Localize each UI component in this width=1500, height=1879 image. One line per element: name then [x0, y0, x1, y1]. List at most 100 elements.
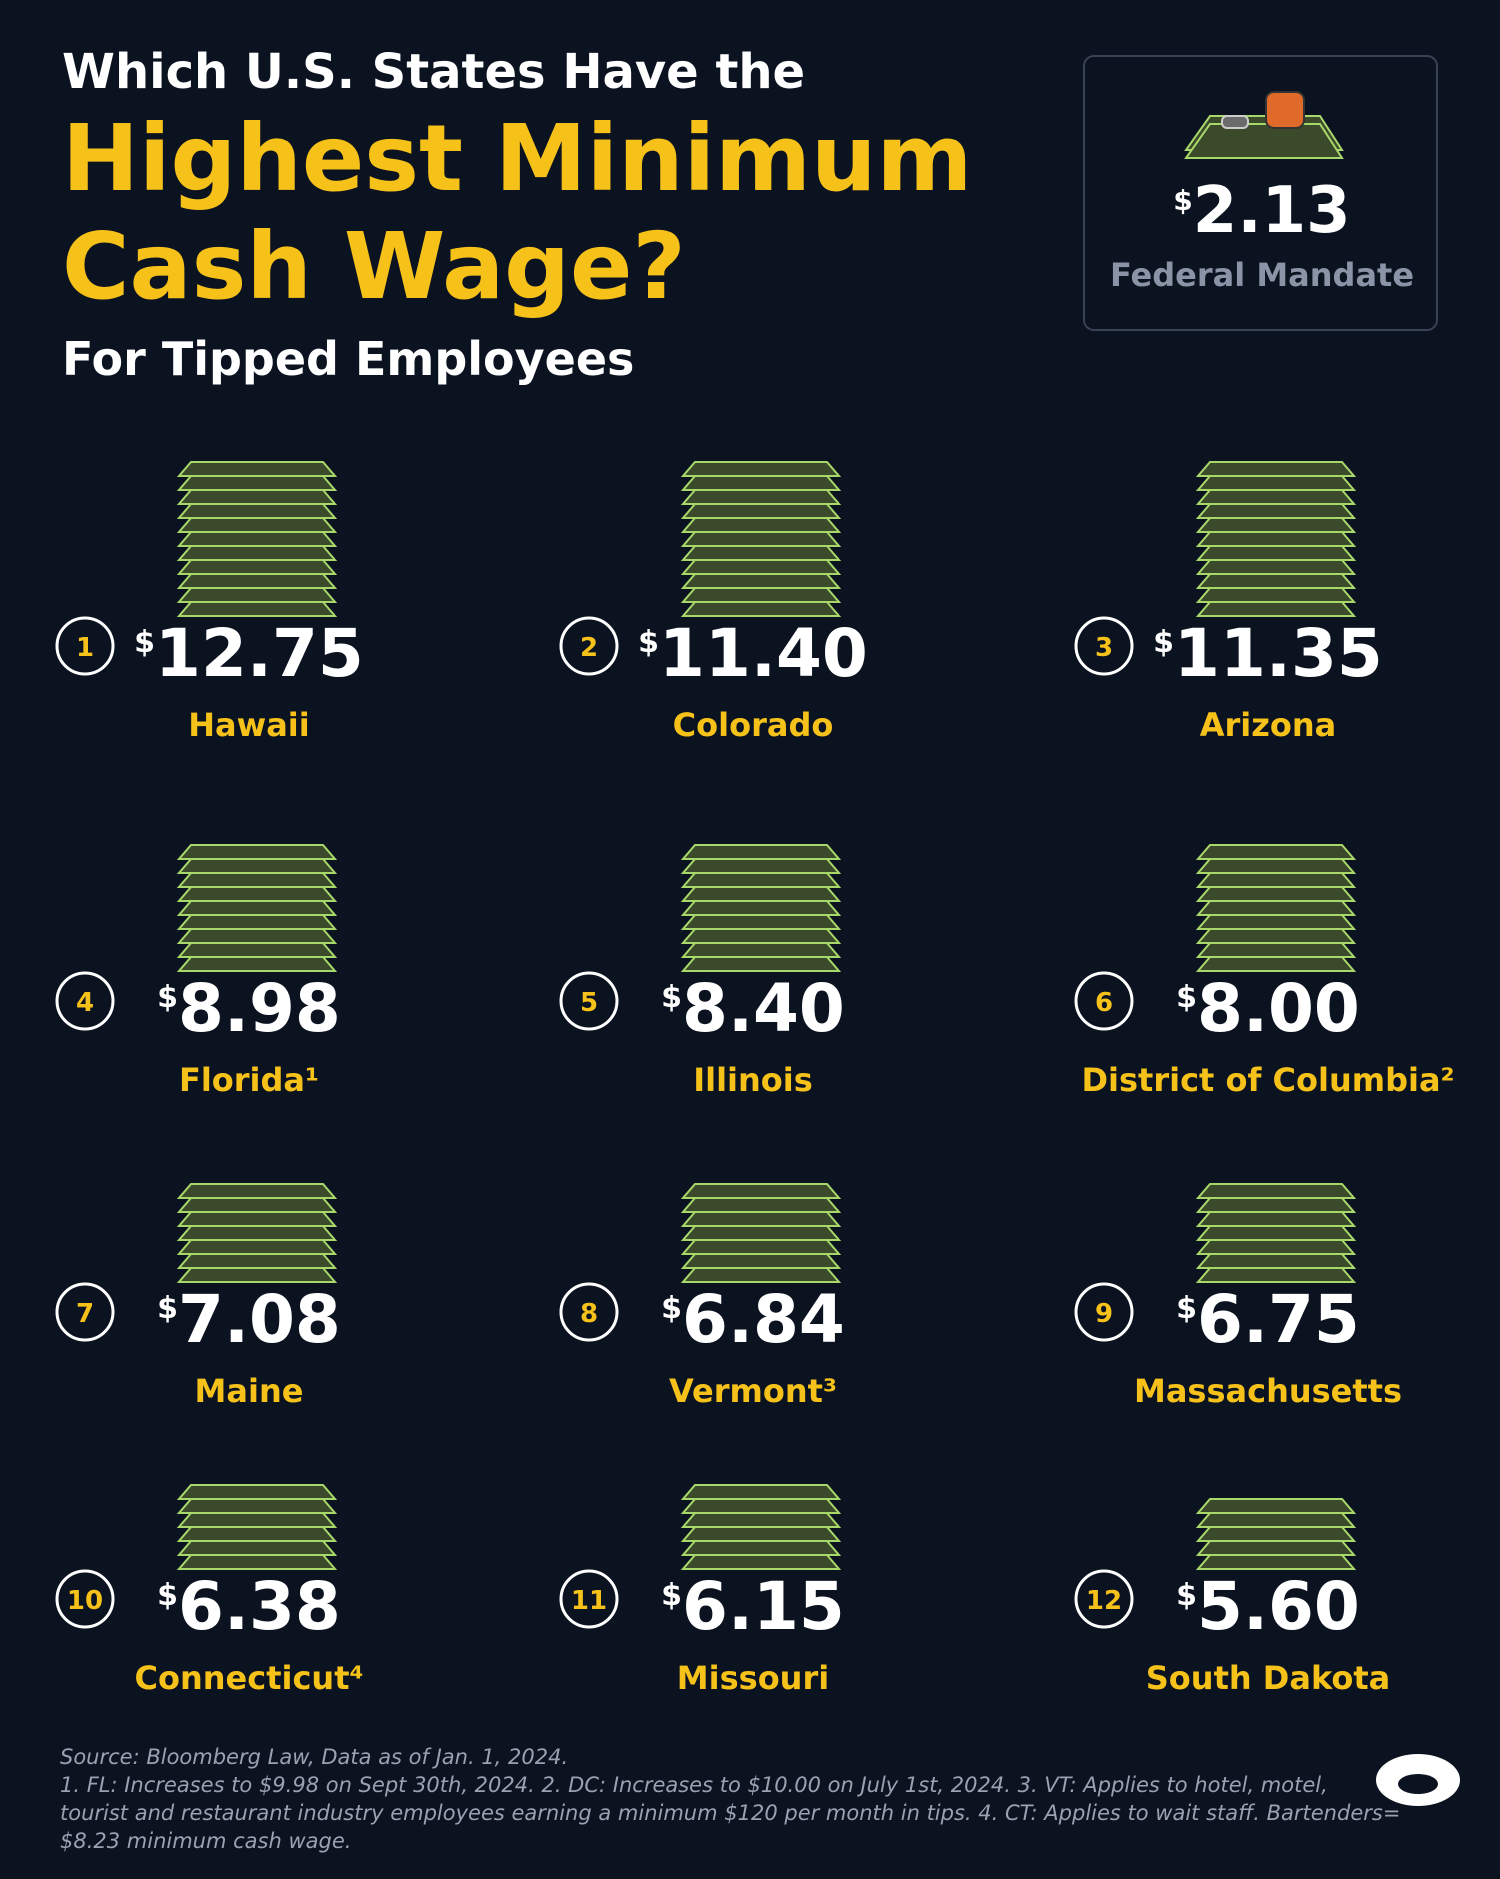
bill	[1195, 517, 1357, 533]
rank-circle	[559, 971, 619, 1031]
bill	[176, 1512, 338, 1528]
rank: 6	[1095, 988, 1113, 1018]
currency: $	[1176, 980, 1197, 1015]
state-card: 6 $8.00 District of Columbia²	[1074, 844, 1455, 1099]
rank-circle	[55, 1569, 115, 1629]
rank: 8	[580, 1299, 598, 1329]
wage: $8.40	[661, 970, 845, 1047]
federal-amount: $2.13	[1173, 174, 1350, 248]
title-highlight: Cash Wage?	[62, 213, 686, 320]
currency: $	[661, 980, 682, 1015]
rank: 9	[1095, 1299, 1113, 1329]
bill	[176, 503, 338, 519]
state-name: Missouri	[677, 1659, 829, 1697]
note-line: 1. FL: Increases to $9.98 on Sept 30th, …	[60, 1773, 1328, 1797]
bill	[176, 489, 338, 505]
state-name: South Dakota	[1146, 1659, 1390, 1697]
bill	[1195, 1554, 1357, 1570]
bill	[680, 1211, 842, 1227]
state-name: Massachusetts	[1134, 1372, 1402, 1410]
money-stack	[680, 844, 842, 972]
bill	[176, 601, 338, 617]
note-line: tourist and restaurant industry employee…	[60, 1801, 1400, 1825]
bill	[176, 1498, 338, 1514]
bill	[680, 545, 842, 561]
money-stack	[176, 844, 338, 972]
currency: $	[1173, 184, 1192, 217]
money-stack	[1195, 461, 1357, 617]
bill	[176, 1183, 338, 1199]
currency: $	[134, 625, 155, 660]
bill	[1195, 1267, 1357, 1283]
amount: 11.40	[659, 615, 868, 692]
bill	[680, 914, 842, 930]
money-stack	[176, 1183, 338, 1283]
wage: $6.75	[1176, 1281, 1360, 1358]
money-stack	[1195, 1183, 1357, 1283]
state-card: 12 $5.60 South Dakota	[1074, 1498, 1390, 1697]
amount: 8.00	[1197, 970, 1360, 1047]
rank-circle	[1074, 616, 1134, 676]
bill	[680, 1253, 842, 1269]
rank: 12	[1086, 1586, 1122, 1616]
money-stack	[680, 1183, 842, 1283]
bill	[1195, 872, 1357, 888]
bill	[176, 475, 338, 491]
wage: $11.35	[1153, 615, 1383, 692]
bill	[176, 1484, 338, 1500]
note-line: $8.23 minimum cash wage.	[60, 1829, 351, 1853]
bill	[680, 587, 842, 603]
money-stack	[176, 461, 338, 617]
wage: $6.38	[157, 1568, 341, 1645]
bill	[1195, 531, 1357, 547]
rank-circle	[1074, 971, 1134, 1031]
state-card: 9 $6.75 Massachusetts	[1074, 1183, 1402, 1410]
money-stack	[1195, 844, 1357, 972]
bill	[176, 1253, 338, 1269]
bill	[680, 942, 842, 958]
amount: 8.98	[178, 970, 341, 1047]
wage: $7.08	[157, 1281, 341, 1358]
bill	[1195, 942, 1357, 958]
amount: 2.13	[1193, 174, 1351, 248]
state-card: 8 $6.84 Vermont³	[559, 1183, 845, 1410]
bill	[1195, 900, 1357, 916]
state-card: 11 $6.15 Missouri	[559, 1484, 845, 1697]
amount: 5.60	[1197, 1568, 1360, 1645]
bill	[1195, 559, 1357, 575]
wage: $5.60	[1176, 1568, 1360, 1645]
bill	[680, 872, 842, 888]
bill	[176, 587, 338, 603]
bill	[1195, 1540, 1357, 1556]
bill	[1195, 1253, 1357, 1269]
bill	[176, 559, 338, 575]
bill	[680, 531, 842, 547]
bill	[680, 1484, 842, 1500]
title-highlight: Highest Minimum	[62, 105, 972, 212]
title-line: Which U.S. States Have the	[62, 44, 805, 100]
state-name: Arizona	[1200, 706, 1337, 744]
bill	[1195, 1197, 1357, 1213]
state-name: Colorado	[673, 706, 834, 744]
bill	[176, 517, 338, 533]
amount: 7.08	[178, 1281, 341, 1358]
bill	[680, 956, 842, 972]
bill	[680, 517, 842, 533]
bill	[176, 461, 338, 477]
bill	[680, 1512, 842, 1528]
bill	[1195, 886, 1357, 902]
bill	[1195, 461, 1357, 477]
bill	[1195, 503, 1357, 519]
wage: $6.84	[661, 1281, 845, 1358]
bill	[680, 1225, 842, 1241]
bill	[680, 1267, 842, 1283]
bill	[680, 858, 842, 874]
bill	[176, 858, 338, 874]
source: Source: Bloomberg Law, Data as of Jan. 1…	[60, 1745, 568, 1769]
bill	[176, 844, 338, 860]
bill	[680, 1540, 842, 1556]
cards: 1 $12.75 Hawaii 2 $11.40 Colorado 3 $11.35 Arizo…	[55, 461, 1455, 1697]
currency: $	[157, 980, 178, 1015]
rank: 1	[76, 633, 94, 663]
